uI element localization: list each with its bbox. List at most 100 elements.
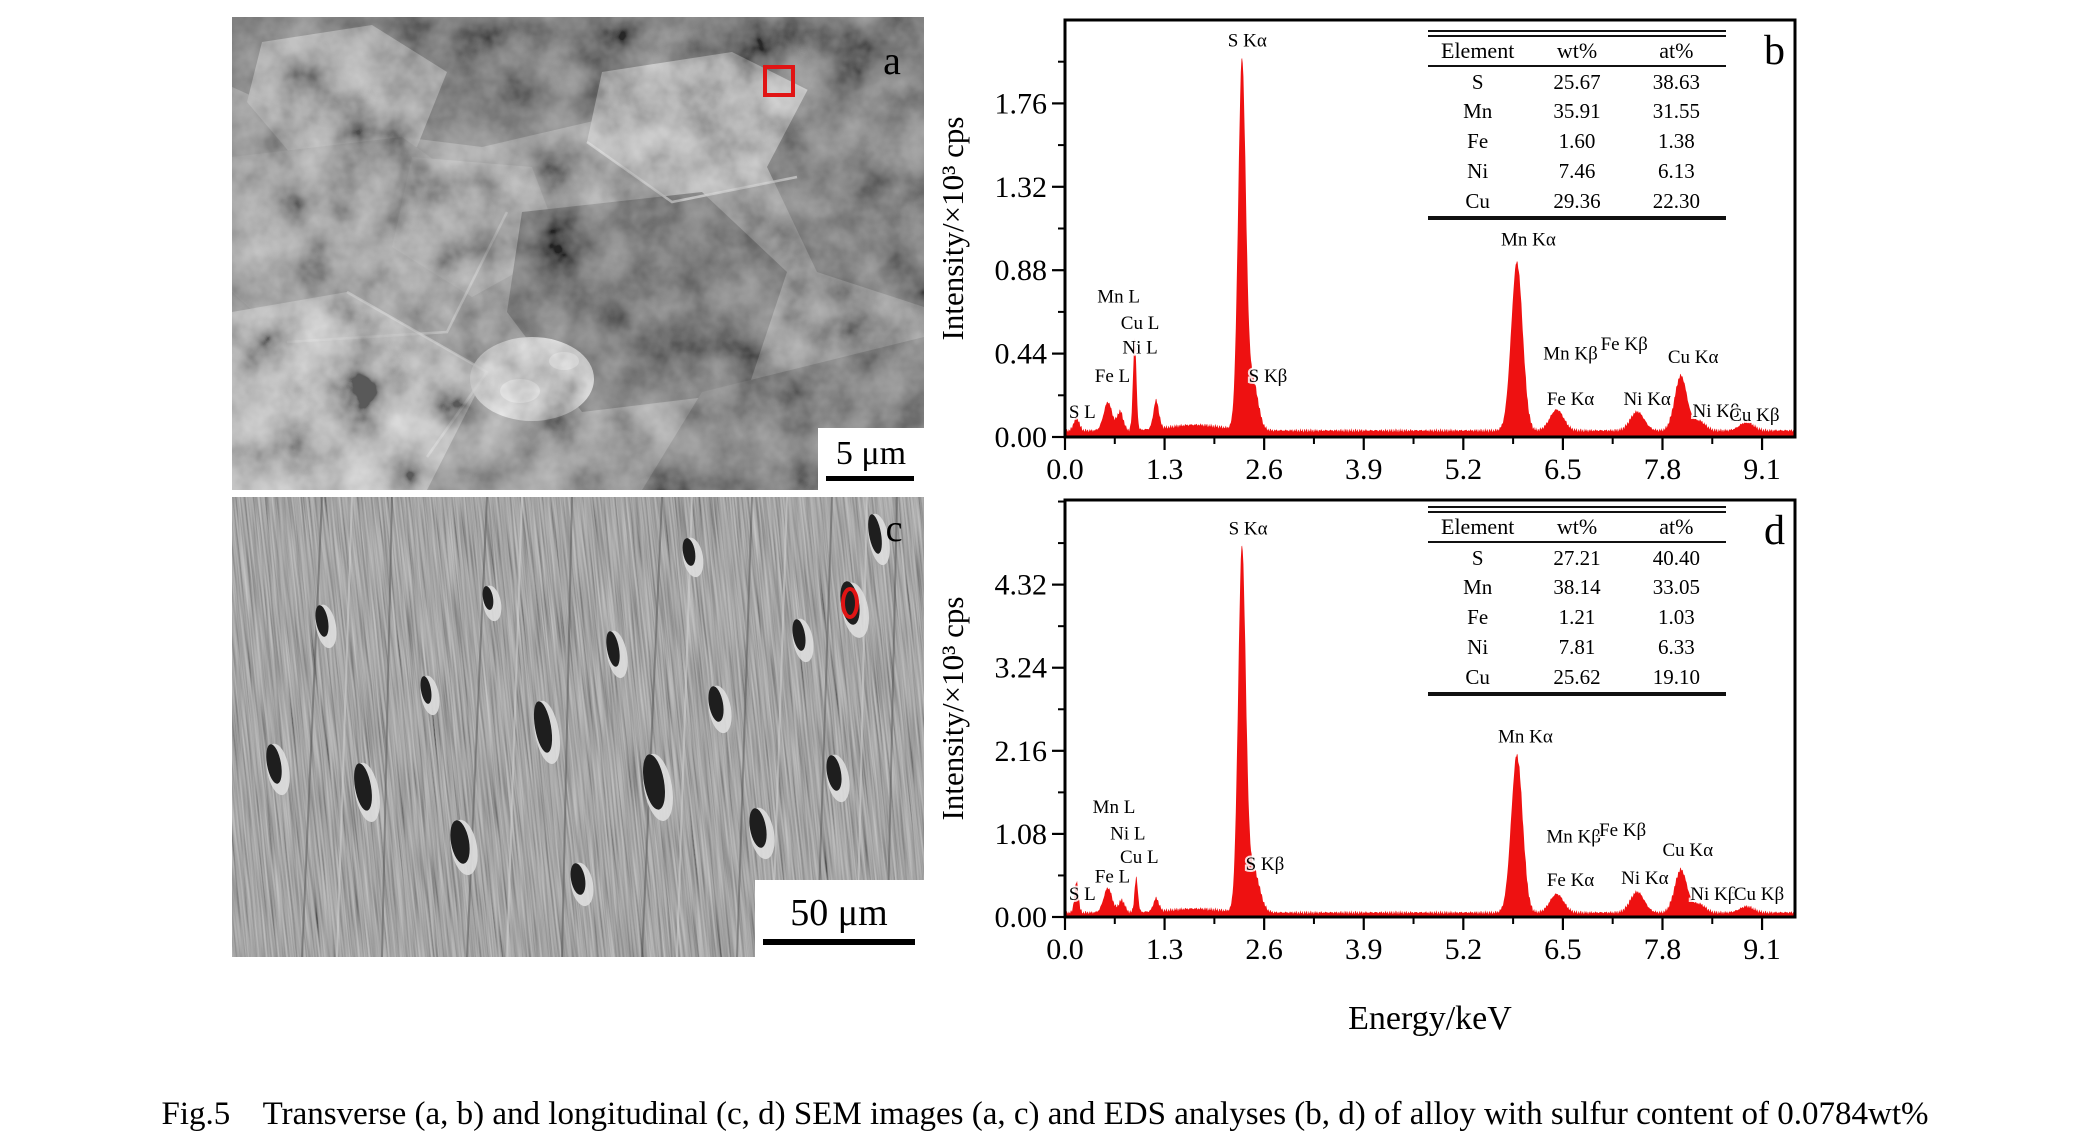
eds-table-row: Mn 35.91 31.55 (1428, 97, 1726, 127)
peak-label: Mn Kα (1501, 230, 1556, 251)
peak-label: Fe Kβ (1599, 820, 1646, 841)
panel-label-a: a (883, 38, 901, 83)
peak-label: Ni Kβ (1693, 401, 1740, 422)
eds-table-cell: 7.46 (1558, 159, 1596, 184)
eds-table-cell: Cu (1465, 189, 1490, 213)
y-tick-label: 0.00 (995, 421, 1048, 454)
peak-label: Mn Kα (1498, 726, 1553, 747)
x-tick-label: 7.8 (1644, 933, 1682, 966)
x-tick-label: 2.6 (1245, 453, 1283, 480)
x-tick-label: 5.2 (1445, 933, 1483, 966)
eds-table-header: Element (1428, 509, 1528, 543)
peak-label: S Kα (1228, 31, 1267, 52)
y-axis-label: Intensity/×10³ cps (935, 117, 970, 341)
peak-label: Fe Kβ (1601, 334, 1648, 355)
panel-label-b: b (1764, 28, 1785, 74)
panel-label-c: c (886, 508, 903, 550)
peak-label: Mn L (1093, 797, 1136, 818)
scale-bar-c: 50 μm (755, 880, 924, 957)
y-tick-label: 1.32 (995, 171, 1048, 204)
scale-bar-a: 5 μm (818, 428, 924, 490)
eds-table-cell: 1.60 (1558, 129, 1596, 154)
eds-table-cell: 25.62 (1553, 665, 1601, 689)
eds-table-row: Mn 38.14 33.05 (1428, 573, 1726, 603)
eds-table-cell: 19.10 (1652, 665, 1700, 689)
eds-table-cell: 22.30 (1652, 189, 1700, 213)
eds-table-header: wt% (1527, 33, 1627, 67)
y-tick-label: 0.88 (995, 254, 1048, 287)
eds-table-cell: Ni (1467, 159, 1489, 184)
eds-table-header: wt% (1527, 509, 1627, 543)
panel-label-d: d (1764, 508, 1785, 554)
y-tick-label: 0.00 (995, 901, 1048, 934)
scale-bar-a-text: 5 μm (836, 435, 906, 472)
peak-label: Fe Kα (1547, 870, 1594, 891)
eds-table-cell: 6.33 (1657, 635, 1695, 660)
eds-table-row: Cu 29.36 22.30 (1428, 187, 1726, 219)
eds-spectrum-curve-b (1065, 58, 1795, 437)
y-tick-label: 3.24 (995, 652, 1048, 685)
eds-table-cell: 1.03 (1657, 605, 1695, 630)
eds-table-cell: 33.05 (1652, 575, 1700, 600)
x-tick-label: 6.5 (1544, 453, 1582, 480)
peak-label: Mn Kβ (1546, 826, 1601, 847)
eds-table-cell: Ni (1467, 635, 1489, 660)
eds-table-cell: 29.36 (1553, 189, 1601, 213)
figure-caption: Fig.5 Transverse (a, b) and longitudinal… (161, 1096, 1929, 1132)
x-tick-label: 3.9 (1345, 453, 1383, 480)
peak-label: Ni L (1122, 338, 1157, 359)
eds-table-cell: Mn (1463, 99, 1493, 124)
eds-table-cell: 6.13 (1657, 159, 1695, 184)
x-tick-label: 9.1 (1743, 933, 1781, 966)
x-tick-label: 0.0 (1046, 453, 1084, 480)
eds-table-d: Element wt% at% S 27.21 40.40 Mn 38.14 33.05 Fe 1.… (1428, 506, 1726, 697)
eds-table-cell: Mn (1463, 575, 1493, 600)
y-tick-label: 1.76 (995, 87, 1048, 120)
scale-bar-a-line (826, 476, 914, 481)
eds-table-cell: 1.38 (1657, 129, 1695, 154)
y-tick-label: 2.16 (995, 735, 1048, 768)
eds-spectrum-d: 0.0 1.3 2.6 3.9 5.2 6.5 7.8 9.1 0.00 1.08 2.16 3.24… (935, 498, 1797, 1037)
peak-label: Mn L (1097, 286, 1140, 307)
eds-table-host-d: Element wt% at% S 27.21 40.40 Mn 38.14 33.05 Fe 1.… (1428, 506, 1726, 697)
peak-label: S L (1069, 884, 1096, 905)
eds-table-host-b: Element wt% at% S 25.67 38.63 Mn 35.91 31.55 Fe 1.… (1428, 30, 1726, 221)
eds-table-row: Cu 25.62 19.10 (1428, 663, 1726, 695)
eds-table-row: Ni 7.46 6.13 (1428, 157, 1726, 187)
peak-label: Ni Kα (1621, 868, 1668, 889)
x-tick-label: 9.1 (1743, 453, 1781, 480)
eds-table-cell: 35.91 (1553, 99, 1601, 124)
x-tick-label: 1.3 (1146, 453, 1184, 480)
eds-table-header: at% (1626, 509, 1726, 543)
scale-bar-c-line (763, 939, 915, 945)
eds-table-cell: Fe (1467, 605, 1489, 630)
y-axis-label: Intensity/×10³ cps (935, 597, 970, 821)
eds-table-cell: 38.63 (1652, 69, 1700, 94)
eds-table-header: Element (1428, 33, 1528, 67)
peak-label: S Kβ (1249, 366, 1288, 387)
eds-table-b: Element wt% at% S 25.67 38.63 Mn 35.91 31.55 Fe 1.… (1428, 30, 1726, 221)
x-tick-label: 7.8 (1644, 453, 1682, 480)
eds-table-cell: S (1471, 545, 1484, 570)
eds-table-cell: 25.67 (1553, 69, 1601, 94)
peak-label: Ni Kα (1623, 389, 1670, 410)
x-tick-label: 2.6 (1245, 933, 1283, 966)
eds-spectrum-b: 0.0 1.3 2.6 3.9 5.2 6.5 7.8 9.1 0.00 0.44 0.88 1.32… (935, 18, 1797, 480)
peak-label: S Kβ (1246, 854, 1285, 875)
peak-label: Fe L (1095, 366, 1130, 387)
eds-spectrum-curve-d (1065, 545, 1795, 917)
peak-label: Cu Kβ (1734, 884, 1784, 905)
eds-table-cell: 31.55 (1652, 99, 1700, 124)
peak-label: Fe L (1095, 866, 1130, 887)
peak-label: Cu L (1121, 313, 1160, 334)
y-tick-label: 0.44 (995, 338, 1048, 371)
peak-label: Ni L (1110, 823, 1145, 844)
eds-table-cell: 40.40 (1652, 545, 1700, 570)
y-tick-label: 1.08 (995, 818, 1048, 851)
peak-label: Cu Kβ (1729, 405, 1779, 426)
eds-table-cell: S (1471, 69, 1484, 94)
red-ellipse-marker (841, 587, 859, 619)
y-tick-label: 4.32 (995, 569, 1048, 602)
x-axis-label: Energy/keV (1348, 1000, 1512, 1037)
peak-label: S L (1069, 402, 1096, 423)
